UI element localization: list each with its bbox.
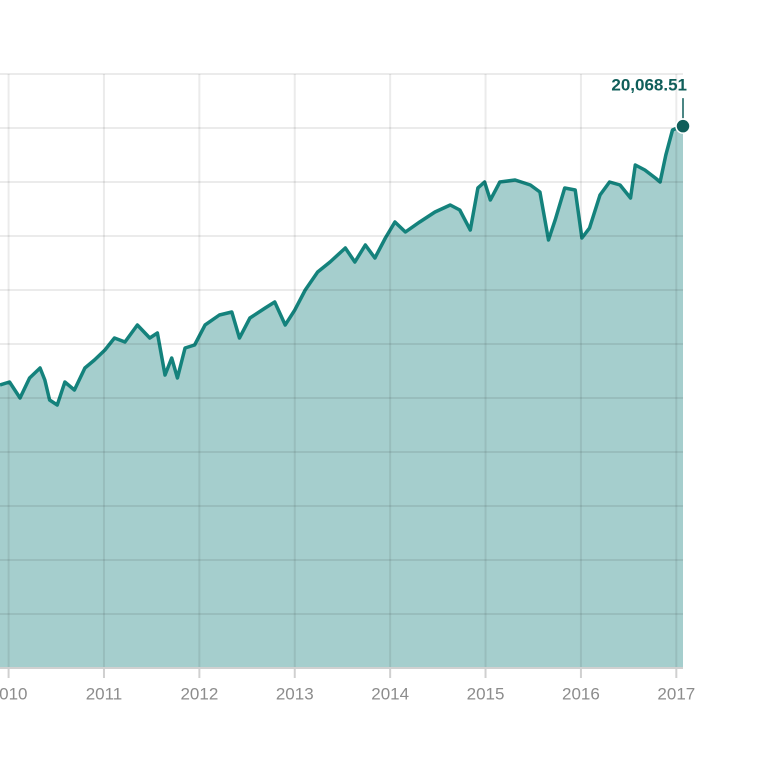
x-tick-label: 2015 xyxy=(467,684,505,703)
end-marker xyxy=(675,118,691,134)
x-tick-label: 2013 xyxy=(276,684,314,703)
value-label: 20,068.51 xyxy=(611,76,687,95)
x-tick-label: 2016 xyxy=(562,684,600,703)
line xyxy=(0,124,684,407)
x-tick-label: 2011 xyxy=(86,684,123,703)
x-tick-label: 2017 xyxy=(657,684,695,703)
x-tick-label: 2010 xyxy=(0,684,27,703)
x-tick-label: 2012 xyxy=(180,684,218,703)
x-tick-label: 2014 xyxy=(371,684,409,703)
area xyxy=(0,126,683,668)
